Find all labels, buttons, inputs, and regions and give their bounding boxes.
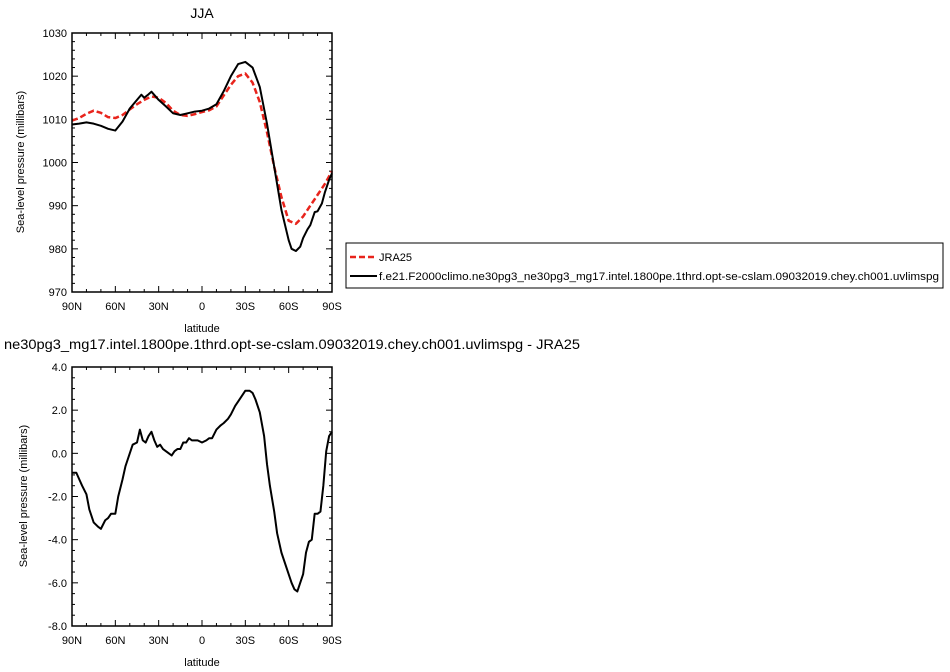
top-x-tick-label: 90S xyxy=(322,301,342,313)
top-y-axis-label: Sea-level pressure (millibars) xyxy=(15,91,27,233)
legend: JRA25 f.e21.F2000climo.ne30pg3_ne30pg3_m… xyxy=(345,242,944,289)
top-y-tick-label: 1020 xyxy=(43,71,67,83)
top-y-tick-label: 1030 xyxy=(43,28,67,40)
top-y-tick-label: 970 xyxy=(49,287,67,299)
bottom-y-tick-label: 4.0 xyxy=(52,362,67,374)
bottom-x-tick-label: 90S xyxy=(322,635,342,647)
bottom-y-tick-label: -4.0 xyxy=(48,535,67,547)
top-x-tick-label: 90N xyxy=(62,301,82,313)
bottom-y-tick-label: 2.0 xyxy=(52,405,67,417)
bottom-chart-title: ne30pg3_mg17.intel.1800pe.1thrd.opt-se-c… xyxy=(4,336,580,352)
bottom-y-axis-label: Sea-level pressure (millibars) xyxy=(18,425,30,567)
top-series-line-1 xyxy=(71,60,333,252)
top-plot-frame xyxy=(71,32,333,293)
top-series-group xyxy=(71,60,334,252)
legend-label-jra25: JRA25 xyxy=(379,252,412,264)
bottom-x-tick-label: 60N xyxy=(105,635,125,647)
legend-box xyxy=(345,242,944,289)
top-y-tick-label: 990 xyxy=(49,201,67,213)
top-x-tick-label: 30S xyxy=(236,301,256,313)
bottom-x-tick-label: 60S xyxy=(279,635,299,647)
top-panel: JJA 970 980 990 1000 1010 1020 1030 90N 60N 30N 0… xyxy=(15,5,342,335)
bottom-y-tick-label: -6.0 xyxy=(48,578,67,590)
top-x-tick-label: 0 xyxy=(199,301,205,313)
bottom-plot-frame xyxy=(71,366,333,627)
bottom-x-tick-label: 0 xyxy=(199,635,205,647)
bottom-y-tick-labels: -8.0 -6.0 -4.0 -2.0 0.0 2.0 4.0 xyxy=(48,362,67,633)
top-series-line-0 xyxy=(71,72,334,226)
bottom-series-line-0 xyxy=(72,389,333,593)
bottom-x-tick-label: 30N xyxy=(149,635,169,647)
top-y-tick-label: 1000 xyxy=(43,158,67,170)
bottom-y-tick-label: -2.0 xyxy=(48,492,67,504)
bottom-x-tick-label: 30S xyxy=(236,635,256,647)
legend-label-model: f.e21.F2000climo.ne30pg3_ne30pg3_mg17.in… xyxy=(379,271,939,283)
top-tick-marks xyxy=(71,32,333,293)
bottom-x-tick-labels: 90N 60N 30N 0 30S 60S 90S xyxy=(62,635,342,647)
top-x-tick-label: 30N xyxy=(149,301,169,313)
top-x-tick-label: 60S xyxy=(279,301,299,313)
bottom-panel: ne30pg3_mg17.intel.1800pe.1thrd.opt-se-c… xyxy=(4,336,580,669)
top-y-tick-labels: 970 980 990 1000 1010 1020 1030 xyxy=(43,28,67,299)
top-x-tick-label: 60N xyxy=(105,301,125,313)
top-y-tick-label: 980 xyxy=(49,244,67,256)
bottom-y-tick-label: -8.0 xyxy=(48,621,67,633)
bottom-x-tick-label: 90N xyxy=(62,635,82,647)
bottom-y-tick-label: 0.0 xyxy=(52,448,67,460)
bottom-series-group xyxy=(72,389,333,593)
top-x-axis-label: latitude xyxy=(184,323,219,335)
top-chart-title: JJA xyxy=(190,5,214,21)
bottom-x-axis-label: latitude xyxy=(184,657,219,669)
top-y-tick-label: 1010 xyxy=(43,114,67,126)
top-x-tick-labels: 90N 60N 30N 0 30S 60S 90S xyxy=(62,301,342,313)
